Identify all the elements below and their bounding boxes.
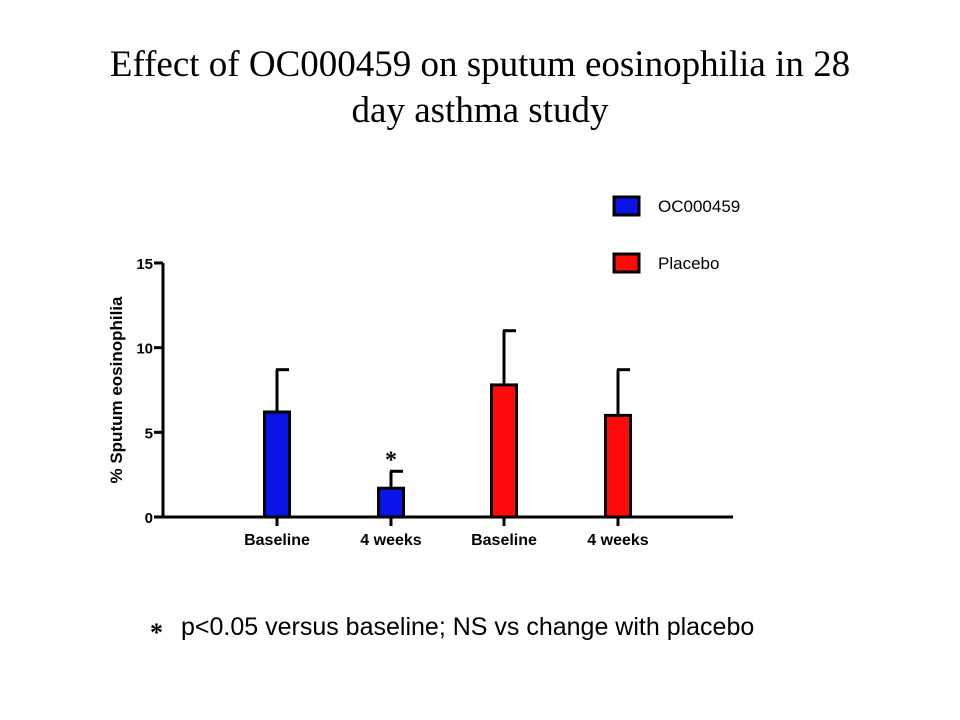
y-tick-label: 0 (145, 510, 153, 527)
footnote-text: p<0.05 versus baseline; NS vs change wit… (181, 613, 755, 641)
footnote-marker: * (150, 618, 163, 647)
y-tick-label: 10 (136, 341, 153, 358)
legend-swatch (612, 252, 641, 274)
chart-title: Effect of OC000459 on sputum eosinophili… (0, 42, 960, 134)
title-line-2: day asthma study (351, 90, 609, 131)
footnote: * p<0.05 versus baseline; NS vs change wi… (150, 612, 755, 647)
significance-marker: * (385, 447, 397, 473)
bar (490, 383, 518, 519)
legend-label: Placebo (658, 254, 719, 273)
x-tick-label: 4 weeks (587, 532, 648, 549)
x-tick-label: 4 weeks (360, 532, 421, 549)
title-line-1: Effect of OC000459 on sputum eosinophili… (109, 44, 851, 85)
bar (377, 486, 405, 519)
bar (263, 410, 291, 519)
y-axis-label: % Sputum eosinophilia (107, 296, 126, 484)
y-tick-label: 5 (145, 425, 153, 442)
x-tick-label: Baseline (471, 532, 537, 549)
y-tick-label: 15 (136, 256, 153, 273)
legend-label: OC000459 (658, 197, 740, 216)
legend-swatch (612, 195, 641, 217)
x-tick-label: Baseline (244, 532, 310, 549)
bar (604, 413, 632, 519)
